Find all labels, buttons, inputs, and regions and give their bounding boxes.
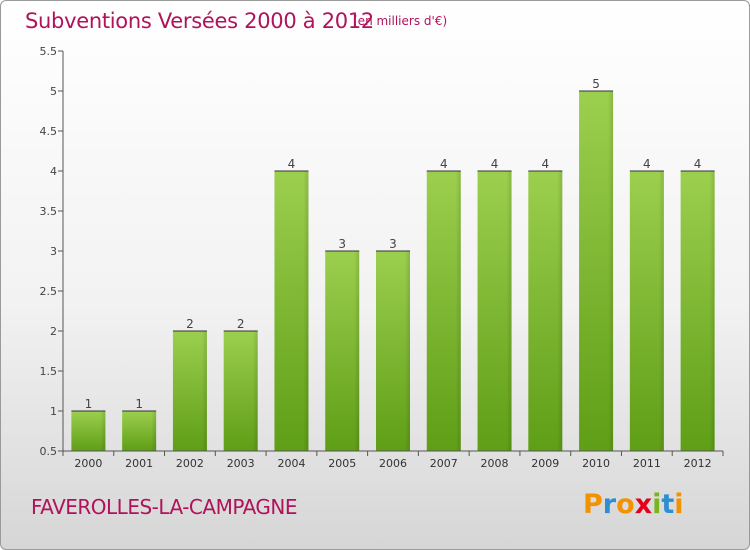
bar-shade: [354, 251, 360, 451]
y-tick-label: 4.5: [40, 125, 58, 138]
bar: [223, 331, 258, 451]
bar-shade: [455, 171, 461, 451]
y-tick-label: 5: [50, 85, 57, 98]
bar-shade: [100, 411, 106, 451]
bar-shade: [608, 91, 614, 451]
logo-letter: x: [634, 489, 653, 520]
bar-group: 1: [122, 397, 157, 451]
bar-value-label: 3: [338, 237, 346, 251]
x-tick-label: 2008: [481, 457, 509, 470]
y-tick-label: 1: [50, 405, 57, 418]
bar-group: 1: [71, 397, 106, 451]
proxiti-logo: Proxiti: [583, 489, 684, 520]
x-tick-label: 2006: [379, 457, 407, 470]
bar-shade: [151, 411, 157, 451]
bar-shade: [405, 251, 410, 451]
bar-shade: [557, 171, 563, 451]
bar-value-label: 1: [85, 397, 93, 411]
logo-letter: t: [661, 489, 675, 520]
x-tick-label: 2005: [328, 457, 356, 470]
bar-shade: [252, 331, 258, 451]
commune-name: FAVEROLLES-LA-CAMPAGNE: [31, 495, 298, 519]
x-tick-label: 2011: [633, 457, 661, 470]
bar-group: 4: [426, 157, 461, 451]
bar-group: 4: [629, 157, 664, 451]
x-axis: 2000 2001 2002 2003 2004 2005 2006 2007 2008 2009…: [62, 450, 724, 470]
logo-letter: r: [602, 489, 617, 520]
bar-group: 2: [172, 317, 207, 451]
x-tick-label: 2012: [684, 457, 712, 470]
y-tick-label: 4: [50, 165, 57, 178]
x-tick-label: 2000: [74, 457, 102, 470]
bar-group: 4: [477, 157, 512, 451]
bar: [680, 171, 715, 451]
bar-value-label: 4: [288, 157, 296, 171]
y-tick-label: 3: [50, 245, 57, 258]
bar: [528, 171, 563, 451]
bar-value-label: 1: [135, 397, 143, 411]
bar: [629, 171, 664, 451]
y-tick-label: 0.5: [40, 445, 58, 458]
bar-value-label: 5: [592, 77, 600, 91]
y-tick-label: 5.5: [40, 45, 58, 58]
bar-group: 4: [274, 157, 309, 451]
bar-value-label: 4: [491, 157, 499, 171]
bar-shade: [709, 171, 715, 451]
logo-letter: i: [652, 489, 662, 520]
logo-letter: i: [674, 489, 684, 520]
bar-value-label: 2: [237, 317, 245, 331]
logo-letter: o: [616, 489, 635, 520]
x-tick-label: 2002: [176, 457, 204, 470]
x-tick-label: 2001: [125, 457, 153, 470]
bar-group: 3: [325, 237, 360, 451]
bar-value-label: 3: [389, 237, 397, 251]
unit-label: (en milliers d'€): [353, 14, 448, 28]
x-tick-label: 2007: [430, 457, 458, 470]
bar: [325, 251, 360, 451]
bar-group: 4: [680, 157, 715, 451]
bar-shade: [658, 171, 664, 451]
bar-group: 5: [579, 77, 614, 451]
y-tick-label: 2.5: [40, 285, 58, 298]
x-tick-label: 2004: [277, 457, 305, 470]
bar: [376, 251, 410, 451]
bar-shade: [201, 331, 207, 451]
y-axis: 0.5 1 1.5 2 2.5 3 3.5 4 4.5 5 5.5: [40, 45, 64, 458]
bar-group: 3: [376, 237, 410, 451]
bar: [71, 411, 106, 451]
bar: [172, 331, 207, 451]
bar-shade: [506, 171, 512, 451]
y-tick-label: 2: [50, 325, 57, 338]
x-tick-label: 2010: [582, 457, 610, 470]
bar: [579, 91, 614, 451]
bar-group: 2: [223, 317, 258, 451]
bar-value-label: 4: [694, 157, 702, 171]
x-tick-label: 2003: [227, 457, 255, 470]
bar-group: 4: [528, 157, 563, 451]
bar-shade: [303, 171, 309, 451]
bar-value-label: 4: [440, 157, 448, 171]
bar-value-label: 4: [541, 157, 549, 171]
y-tick-label: 3.5: [40, 205, 58, 218]
bar: [426, 171, 461, 451]
logo-letter: P: [583, 489, 603, 520]
y-tick-label: 1.5: [40, 365, 58, 378]
chart-title: Subventions Versées 2000 à 2012: [25, 9, 374, 33]
bar-value-label: 4: [643, 157, 651, 171]
bar: [477, 171, 512, 451]
bar: [122, 411, 157, 451]
bars: 1 1 2 2 4 3 3 4 4 4 5 4 4: [71, 77, 715, 451]
bar-value-label: 2: [186, 317, 194, 331]
bar: [274, 171, 309, 451]
x-tick-label: 2009: [531, 457, 559, 470]
